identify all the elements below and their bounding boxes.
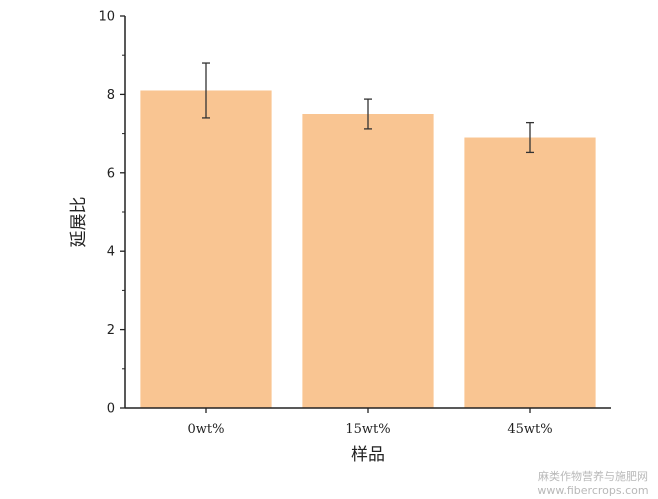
watermark-line-2: www.fibercrops.com	[537, 484, 648, 497]
y-tick-label-2: 4	[107, 245, 115, 260]
x-tick-label-2: 45wt%	[507, 422, 552, 437]
x-axis-title: 样品	[351, 445, 385, 465]
y-tick-label-1: 2	[107, 323, 115, 338]
y-axis-title: 延展比	[69, 197, 89, 248]
bar-2	[464, 137, 596, 408]
x-tick-label-1: 15wt%	[345, 422, 390, 437]
y-tick-label-5: 10	[98, 10, 115, 25]
bar-1	[302, 114, 434, 408]
x-tick-label-0: 0wt%	[188, 422, 225, 437]
y-tick-label-4: 8	[107, 88, 115, 103]
error-bars-group	[202, 62, 534, 154]
watermark-line-1: 麻类作物营养与施肥网	[538, 469, 648, 483]
y-tick-label-0: 0	[107, 402, 115, 417]
y-ticks-group: 0 2 4 6 8 10	[98, 10, 125, 417]
x-ticks-group: 0wt% 15wt% 45wt%	[188, 408, 553, 437]
y-tick-label-3: 6	[107, 166, 115, 181]
bar-0	[140, 90, 272, 408]
bars-group	[140, 90, 596, 408]
